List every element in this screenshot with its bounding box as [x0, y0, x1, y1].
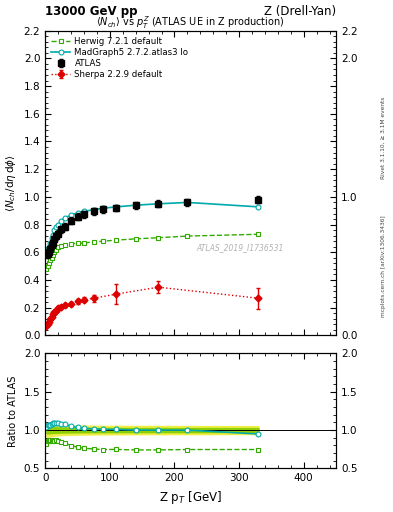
Title: $\langle N_{ch}\rangle$ vs $p^{Z}_{T}$ (ATLAS UE in Z production): $\langle N_{ch}\rangle$ vs $p^{Z}_{T}$ (… [96, 14, 285, 31]
Herwig 7.2.1 default [75, 240, 80, 246]
Herwig 7.2.1 default [49, 255, 54, 261]
MadGraph5 2.7.2.atlas3 lo [46, 246, 50, 252]
X-axis label: Z p$_{T}$ [GeV]: Z p$_{T}$ [GeV] [159, 489, 222, 506]
Herwig 7.2.1 default [54, 246, 59, 252]
MadGraph5 2.7.2.atlas3 lo [59, 218, 64, 224]
Herwig 7.2.1 default [101, 238, 106, 244]
MadGraph5 2.7.2.atlas3 lo [69, 212, 73, 218]
Herwig 7.2.1 default [47, 260, 51, 266]
Y-axis label: $\langle N_{ch}/\mathrm{d}\eta\, \mathrm{d}\phi\rangle$: $\langle N_{ch}/\mathrm{d}\eta\, \mathrm… [4, 154, 18, 212]
Herwig 7.2.1 default [114, 237, 119, 243]
MadGraph5 2.7.2.atlas3 lo [101, 205, 106, 211]
Herwig 7.2.1 default [185, 233, 190, 239]
Text: ATLAS_2019_I1736531: ATLAS_2019_I1736531 [196, 243, 284, 252]
Line: Herwig 7.2.1 default: Herwig 7.2.1 default [44, 232, 261, 271]
Legend: Herwig 7.2.1 default, MadGraph5 2.7.2.atlas3 lo, ATLAS, Sherpa 2.2.9 default: Herwig 7.2.1 default, MadGraph5 2.7.2.at… [50, 35, 190, 81]
Line: MadGraph5 2.7.2.atlas3 lo: MadGraph5 2.7.2.atlas3 lo [44, 200, 261, 254]
Herwig 7.2.1 default [56, 244, 61, 250]
Herwig 7.2.1 default [256, 231, 261, 238]
Text: Z (Drell-Yan): Z (Drell-Yan) [264, 5, 336, 18]
Herwig 7.2.1 default [44, 266, 49, 272]
Text: 13000 GeV pp: 13000 GeV pp [45, 5, 138, 18]
MadGraph5 2.7.2.atlas3 lo [185, 199, 190, 205]
MadGraph5 2.7.2.atlas3 lo [82, 208, 86, 215]
Herwig 7.2.1 default [156, 234, 161, 241]
MadGraph5 2.7.2.atlas3 lo [51, 231, 55, 238]
Herwig 7.2.1 default [51, 252, 55, 258]
MadGraph5 2.7.2.atlas3 lo [48, 240, 53, 246]
MadGraph5 2.7.2.atlas3 lo [44, 248, 49, 254]
MadGraph5 2.7.2.atlas3 lo [56, 222, 61, 228]
MadGraph5 2.7.2.atlas3 lo [62, 215, 67, 221]
Herwig 7.2.1 default [69, 241, 73, 247]
Herwig 7.2.1 default [62, 242, 67, 248]
MadGraph5 2.7.2.atlas3 lo [75, 210, 80, 216]
Herwig 7.2.1 default [91, 239, 96, 245]
Herwig 7.2.1 default [46, 263, 50, 269]
Text: mcplots.cern.ch [arXiv:1306.3436]: mcplots.cern.ch [arXiv:1306.3436] [381, 216, 386, 317]
MadGraph5 2.7.2.atlas3 lo [47, 244, 51, 250]
Herwig 7.2.1 default [82, 240, 86, 246]
MadGraph5 2.7.2.atlas3 lo [52, 227, 57, 233]
MadGraph5 2.7.2.atlas3 lo [54, 224, 59, 230]
Text: Rivet 3.1.10, ≥ 3.1M events: Rivet 3.1.10, ≥ 3.1M events [381, 97, 386, 179]
Herwig 7.2.1 default [52, 249, 57, 255]
Herwig 7.2.1 default [48, 257, 53, 263]
MadGraph5 2.7.2.atlas3 lo [156, 201, 161, 207]
MadGraph5 2.7.2.atlas3 lo [133, 202, 138, 208]
MadGraph5 2.7.2.atlas3 lo [114, 204, 119, 210]
Y-axis label: Ratio to ATLAS: Ratio to ATLAS [8, 375, 18, 446]
MadGraph5 2.7.2.atlas3 lo [91, 206, 96, 212]
MadGraph5 2.7.2.atlas3 lo [49, 236, 54, 242]
Herwig 7.2.1 default [133, 236, 138, 242]
MadGraph5 2.7.2.atlas3 lo [256, 204, 261, 210]
Herwig 7.2.1 default [59, 243, 64, 249]
